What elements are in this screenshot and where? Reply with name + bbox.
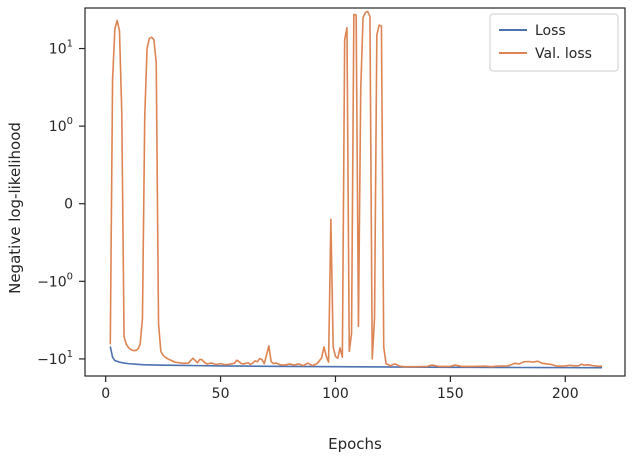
- y-tick-label: −100: [37, 271, 73, 290]
- y-tick-label: −101: [37, 349, 73, 368]
- y-tick-label: 101: [49, 39, 73, 58]
- x-tick-label: 100: [322, 386, 349, 402]
- x-tick-label: 200: [552, 386, 579, 402]
- x-tick-label: 50: [212, 386, 230, 402]
- y-tick-label: 100: [49, 116, 73, 135]
- series-line-loss: [109, 346, 603, 369]
- x-axis-label: Epochs: [328, 435, 382, 453]
- x-tick-label: 0: [101, 386, 110, 402]
- y-axis-ticks: 101 100 0 −100 −101: [37, 39, 85, 368]
- legend-label-loss: Loss: [535, 23, 566, 39]
- y-axis-label: Negative log-likelihood: [6, 122, 24, 294]
- legend: Loss Val. loss: [489, 13, 619, 72]
- legend-box: [489, 13, 619, 72]
- series-line-val-loss: [109, 10, 603, 368]
- y-tick-label: 0: [64, 197, 73, 213]
- series-layer: [109, 10, 603, 369]
- legend-label-val-loss: Val. loss: [535, 46, 592, 62]
- x-tick-label: 150: [437, 386, 464, 402]
- x-axis-ticks: 0 50 100 150 200: [101, 376, 579, 402]
- plot-frame: [84, 7, 626, 377]
